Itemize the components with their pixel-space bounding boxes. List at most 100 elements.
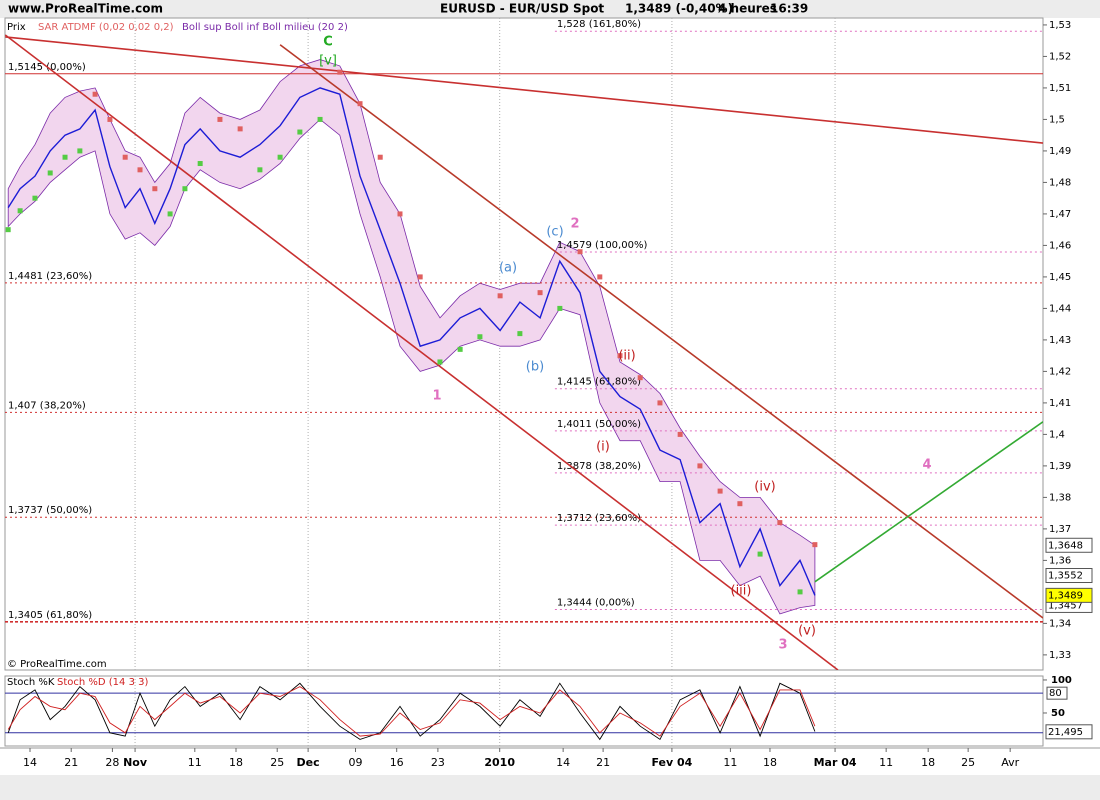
x-tick-label: 11 xyxy=(723,756,737,769)
x-tick-label: Mar 04 xyxy=(814,756,857,769)
sar-dot xyxy=(32,195,38,201)
sar-dot xyxy=(337,69,343,75)
wave-label: 2 xyxy=(570,217,579,232)
x-tick-label: 25 xyxy=(270,756,284,769)
x-tick-label: 21 xyxy=(64,756,78,769)
legend-entry: Prix xyxy=(7,22,26,33)
timeframe: 4 heures xyxy=(718,2,777,16)
y-tick-label: 1,51 xyxy=(1049,83,1071,94)
y-tick-label: 1,41 xyxy=(1049,398,1071,409)
x-tick-label: 18 xyxy=(229,756,243,769)
x-tick-label: Fev 04 xyxy=(651,756,692,769)
fib-label: 1,3712 (23,60%) xyxy=(557,513,641,524)
sar-dot xyxy=(597,274,603,280)
sar-dot xyxy=(797,589,803,595)
sar-dot xyxy=(777,520,783,526)
sar-dot xyxy=(217,116,223,122)
sar-dot xyxy=(237,126,243,132)
sar-dot xyxy=(577,249,583,255)
last-value-label: 1,3552 xyxy=(1048,571,1083,582)
site: www.ProRealTime.com xyxy=(8,2,163,16)
x-tick-label: 23 xyxy=(431,756,445,769)
x-tick-label: 21 xyxy=(596,756,610,769)
series-line xyxy=(7,686,816,737)
sar-dot xyxy=(637,375,643,381)
y-tick-label: 1,5 xyxy=(1049,114,1065,125)
sar-dot xyxy=(297,129,303,135)
fib-label: 1,4011 (50,00%) xyxy=(557,419,641,430)
last-value-label: 1,3648 xyxy=(1048,540,1083,551)
y-tick-label: 100 xyxy=(1051,675,1072,686)
sar-dot xyxy=(677,431,683,437)
last-value-label: 21,495 xyxy=(1048,727,1083,738)
y-tick-label: 1,36 xyxy=(1049,555,1071,566)
sar-dot xyxy=(517,331,523,337)
overlay: 14 21 28 Nov 11 18 25 Dec 09 16 23 2010 14 21 Fev 04 11… xyxy=(7,20,1093,769)
sar-dot xyxy=(437,359,443,365)
series-line xyxy=(7,682,816,741)
x-tick-label: 09 xyxy=(348,756,362,769)
y-tick-label: 1,44 xyxy=(1049,303,1071,314)
last-value-label: 1,3457 xyxy=(1048,600,1083,611)
wave-label: [v] xyxy=(319,54,337,69)
wave-label: (v) xyxy=(798,624,816,639)
y-tick-label: 1,4 xyxy=(1049,429,1065,440)
y-tick-label: 1,46 xyxy=(1049,240,1071,251)
fib-label: 1,528 (161,80%) xyxy=(557,19,641,30)
y-tick-label: 1,39 xyxy=(1049,461,1071,472)
sar-dot xyxy=(717,488,723,494)
wave-label: 4 xyxy=(922,458,931,473)
x-tick-label: 18 xyxy=(763,756,777,769)
x-tick-label: 28 xyxy=(105,756,119,769)
series-line xyxy=(7,87,816,596)
y-tick-label: 1,49 xyxy=(1049,146,1071,157)
x-tick-label: Nov xyxy=(123,756,148,769)
sar-dot xyxy=(557,305,563,311)
wave-label: C xyxy=(323,35,333,50)
sar-dot xyxy=(657,400,663,406)
last-value-box xyxy=(1045,568,1093,584)
trend-line xyxy=(814,421,1043,583)
instrument: EURUSD - EUR/USD Spot xyxy=(440,2,604,16)
y-tick-label: 1,34 xyxy=(1049,618,1071,629)
fib-label: 1,4145 (61,80%) xyxy=(557,377,641,388)
y-tick-label: 50 xyxy=(1051,708,1065,719)
sar-dot xyxy=(257,167,263,173)
legend-entry: Stoch %K xyxy=(7,677,55,688)
y-tick-label: 1,38 xyxy=(1049,492,1071,503)
sar-dot xyxy=(617,353,623,359)
sar-dot xyxy=(277,154,283,160)
sar-dot xyxy=(92,91,98,97)
legend-entry: Boll sup Boll inf Boll milieu (20 2) xyxy=(182,22,348,33)
y-tick-label: 1,48 xyxy=(1049,177,1071,188)
wave-label: 3 xyxy=(778,638,787,653)
wave-label: (a) xyxy=(499,261,517,276)
x-tick-label: 16 xyxy=(390,756,404,769)
y-tick-label: 1,52 xyxy=(1049,51,1071,62)
x-tick-label: 18 xyxy=(921,756,935,769)
sar-dot xyxy=(5,227,11,233)
wave-label: (i) xyxy=(596,440,610,455)
stoch-panel xyxy=(4,675,1044,747)
wave-label: (iv) xyxy=(754,480,775,495)
fib-label: 1,3878 (38,20%) xyxy=(557,461,641,472)
sar-dot xyxy=(152,186,158,192)
y-tick-label: 1,42 xyxy=(1049,366,1071,377)
x-tick-label: 2010 xyxy=(484,756,515,769)
sar-dot xyxy=(537,290,543,296)
sar-dot xyxy=(197,161,203,167)
copyright: © ProRealTime.com xyxy=(7,659,107,670)
last-value-box xyxy=(1045,587,1093,603)
legend-entry: Stoch %D (14 3 3) xyxy=(57,677,148,688)
x-tick-label: 14 xyxy=(23,756,37,769)
sar-dot xyxy=(317,116,323,122)
wave-label: (ii) xyxy=(618,349,635,364)
y-tick-label: 1,33 xyxy=(1049,650,1071,661)
sar-dot xyxy=(457,346,463,352)
x-tick-label: 25 xyxy=(961,756,975,769)
sar-dot xyxy=(122,154,128,160)
last-value-box xyxy=(1045,537,1093,553)
x-tick-label: Dec xyxy=(297,756,320,769)
